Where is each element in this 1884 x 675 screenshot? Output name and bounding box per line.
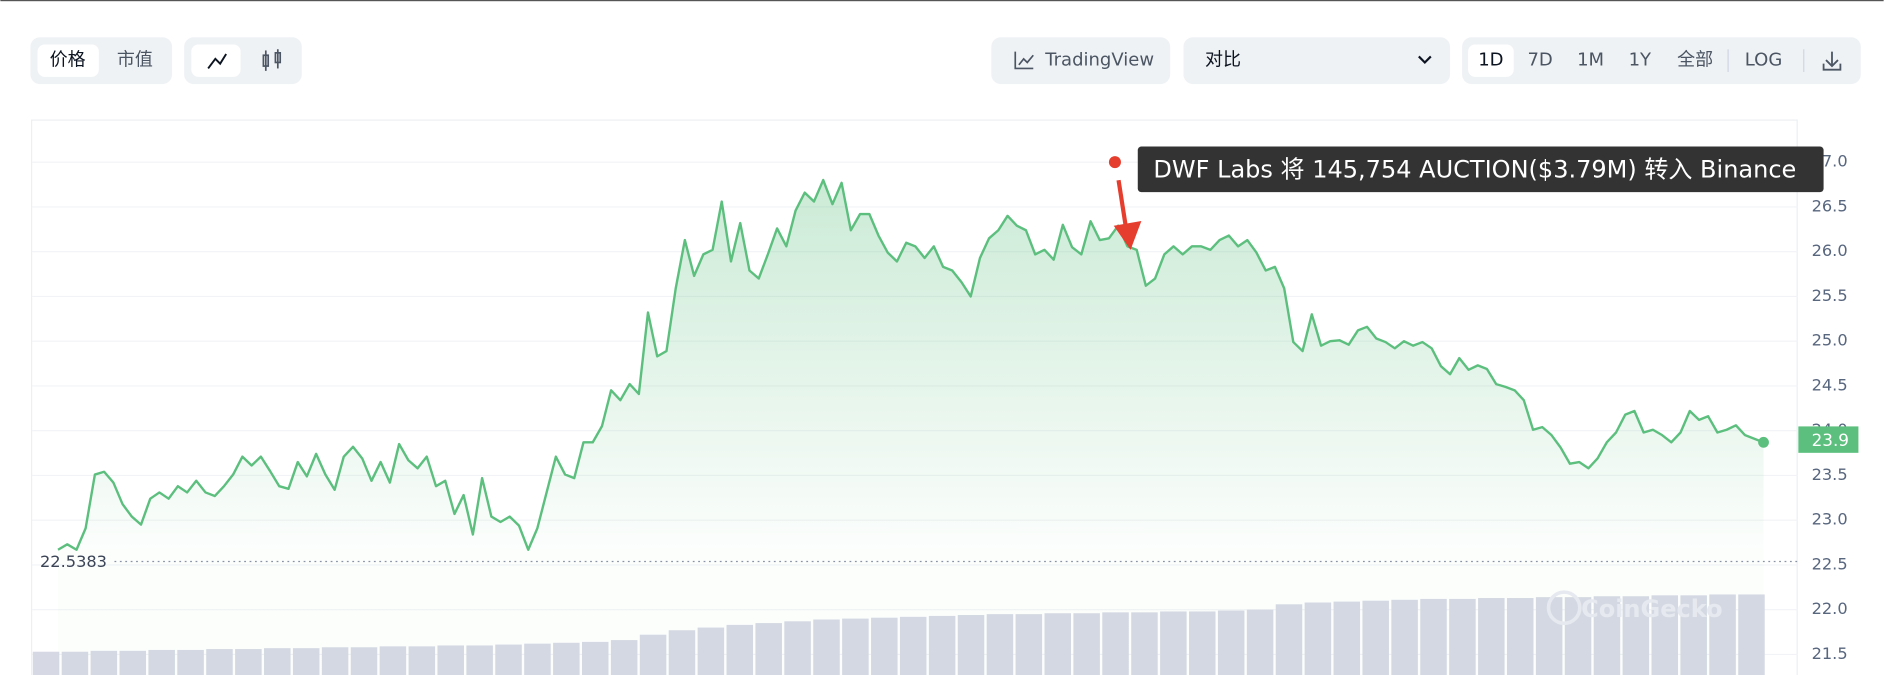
separator — [1803, 49, 1805, 73]
y-tick-label: 26.5 — [1812, 196, 1848, 215]
current-price-tag — [1798, 426, 1859, 453]
event-arrowhead — [1113, 220, 1142, 250]
compare-label[interactable]: 对比 — [1205, 50, 1241, 71]
candle-icon[interactable] — [262, 49, 282, 71]
range-group — [1462, 37, 1861, 85]
range-active[interactable] — [1468, 44, 1514, 77]
watermark-logo — [1546, 590, 1582, 626]
y-tick-label: 22.0 — [1812, 599, 1848, 618]
y-tick-label: 23.0 — [1812, 510, 1848, 529]
price-line — [57, 178, 1764, 551]
tv-icon — [1014, 51, 1034, 70]
plot-frame — [30, 119, 1798, 675]
range-button[interactable]: 1M — [1577, 50, 1604, 71]
compare-dropdown[interactable] — [1183, 37, 1451, 85]
last-point — [1758, 436, 1769, 448]
range-button[interactable]: 1D — [1478, 50, 1503, 71]
range-button[interactable]: 7D — [1527, 50, 1552, 71]
current-price-label: 23.9 — [1812, 430, 1849, 450]
line-icon — [207, 53, 227, 70]
metric-tab[interactable]: 市值 — [117, 50, 153, 71]
y-tick-label: 22.5 — [1812, 554, 1848, 573]
chevron — [1418, 55, 1432, 64]
log-button[interactable]: LOG — [1745, 50, 1783, 71]
y-tick-label: 25.5 — [1812, 286, 1848, 305]
range-button[interactable]: 全部 — [1677, 50, 1713, 71]
tradingview-button[interactable] — [991, 37, 1171, 85]
range-button[interactable]: 1Y — [1629, 50, 1652, 71]
tradingview-label[interactable]: TradingView — [1044, 50, 1154, 71]
y-tick-label: 23.5 — [1812, 465, 1848, 484]
top-edge — [0, 0, 1884, 2]
area-fill — [58, 180, 1764, 675]
tv-icon — [1018, 54, 1034, 66]
separator — [1727, 49, 1729, 73]
y-tick-label: 21.5 — [1812, 644, 1848, 663]
metric-tab[interactable]: 价格 — [50, 50, 86, 71]
watermark: CoinGecko — [1581, 595, 1723, 623]
download-button[interactable] — [1822, 51, 1842, 71]
y-tick-label: 26.0 — [1812, 241, 1848, 260]
event-marker — [1108, 156, 1121, 169]
volume-bar — [32, 651, 60, 675]
annotation-box — [1137, 146, 1824, 193]
min-label: 22.5383 — [40, 552, 107, 571]
metric-tab-active[interactable] — [37, 44, 99, 77]
y-tick-label: 24.5 — [1812, 375, 1848, 394]
y-tick-label: 25.0 — [1812, 331, 1848, 350]
annotation-text: DWF Labs 将 145,754 AUCTION($3.79M) 转入 Bi… — [1153, 156, 1796, 184]
